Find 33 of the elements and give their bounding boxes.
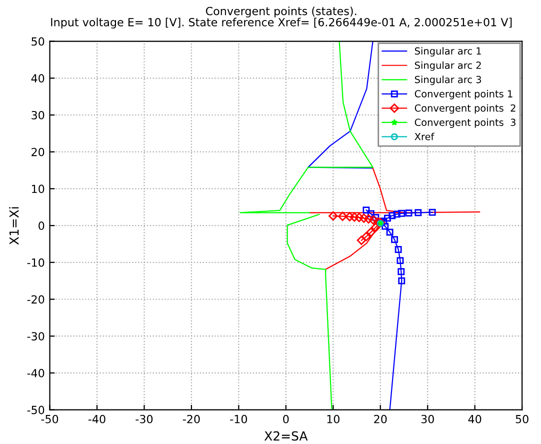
legend-label: Singular arc 2 [414,61,481,71]
x-tick-label: 50 [516,414,528,424]
x-tick-label: 10 [327,414,340,424]
y-tick-label: -40 [27,368,44,378]
y-tick-label: 0 [38,222,44,230]
y-tick-label: -20 [27,295,44,304]
x-tick-label: -40 [88,414,106,424]
x-tick-label: -30 [136,414,153,424]
chart-subtitle: Input voltage E= 10 [V]. State reference Xref= [6.266449e-01 A, 2.000251e+01 V] [51,18,512,29]
legend-label: Singular arc 3 [414,76,482,86]
x-tick-label: 20 [374,414,387,424]
x-tick-label: 30 [421,414,434,424]
y-tick-label: 50 [32,37,44,46]
x-tick-label: 0 [283,414,289,424]
x-axis-title: X2=SA [264,431,308,441]
legend-label: Convergent points 2 [414,104,516,114]
legend-label: Convergent points 1 [414,90,512,100]
y-tick-label: -10 [27,258,44,267]
chart-title: Convergent points (states). [206,6,356,18]
x-tick-label: -20 [182,414,200,424]
y-tick-label: 20 [32,148,44,156]
y-tick-label: 40 [31,74,44,83]
legend-label: Convergent points 3 [414,118,516,128]
y-axis-title: X1=Xi [9,207,19,245]
x-tick-label: -10 [230,414,248,424]
legend-label: Xref [414,132,434,140]
y-tick-label: -50 [27,406,44,414]
x-tick-label: 40 [468,414,482,424]
y-tick-label: 10 [32,184,44,194]
x-tick-label: -50 [41,414,58,424]
y-tick-label: 30 [32,110,44,120]
legend-label: Singular arc 1 [414,47,481,57]
y-tick-label: -30 [27,332,44,340]
